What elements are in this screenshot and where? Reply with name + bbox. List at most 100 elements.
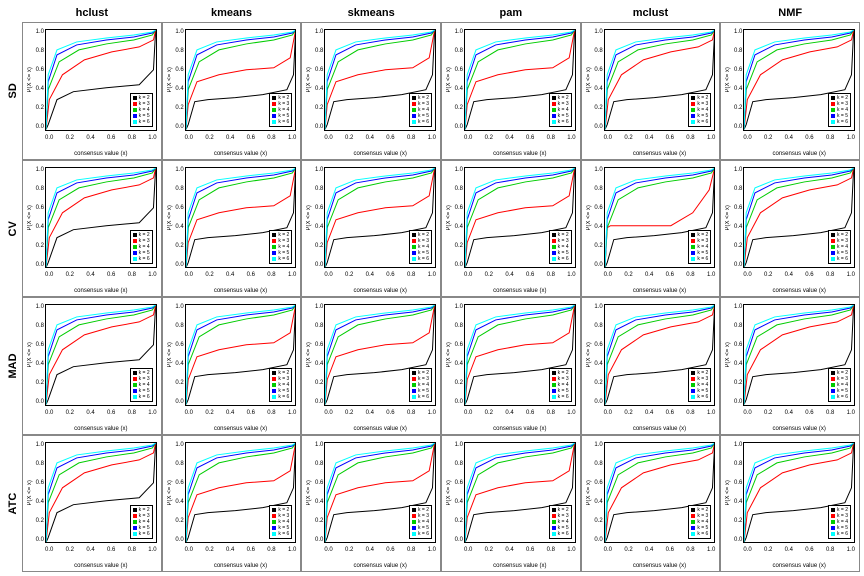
- legend-label: k = 6: [139, 256, 150, 262]
- legend-item: k = 6: [412, 531, 429, 537]
- legend-swatch: [133, 251, 137, 255]
- legend-swatch: [552, 383, 556, 387]
- legend-swatch: [831, 102, 835, 106]
- legend-item: k = 6: [691, 119, 708, 125]
- x-ticks: 0.00.20.40.60.81.0: [743, 135, 855, 145]
- legend-swatch: [691, 120, 695, 124]
- legend-swatch: [272, 251, 276, 255]
- legend-label: k = 6: [697, 256, 708, 262]
- legend: k = 2k = 3k = 4k = 5k = 6: [409, 93, 432, 127]
- legend-label: k = 6: [278, 256, 289, 262]
- legend-swatch: [552, 395, 556, 399]
- legend-swatch: [552, 102, 556, 106]
- legend-item: k = 6: [412, 119, 429, 125]
- x-axis-label: consensus value (x): [743, 426, 855, 432]
- facet-cell: P(X <= x)0.00.20.40.60.81.0k = 2k = 3k =…: [581, 22, 721, 160]
- legend-swatch: [831, 251, 835, 255]
- legend-swatch: [691, 102, 695, 106]
- legend-swatch: [691, 239, 695, 243]
- legend-swatch: [272, 114, 276, 118]
- plot-area: k = 2k = 3k = 4k = 5k = 6: [604, 167, 716, 269]
- plot-area: k = 2k = 3k = 4k = 5k = 6: [464, 442, 576, 544]
- y-ticks: 0.00.20.40.60.81.0: [732, 29, 742, 131]
- x-ticks: 0.00.20.40.60.81.0: [324, 135, 436, 145]
- legend-swatch: [133, 233, 137, 237]
- legend-swatch: [272, 389, 276, 393]
- facet-cell: P(X <= x)0.00.20.40.60.81.0k = 2k = 3k =…: [301, 160, 441, 298]
- legend-swatch: [272, 520, 276, 524]
- x-axis-label: consensus value (x): [743, 151, 855, 157]
- y-ticks: 0.00.20.40.60.81.0: [732, 442, 742, 544]
- x-axis-label: consensus value (x): [604, 426, 716, 432]
- legend-item: k = 6: [133, 119, 150, 125]
- legend-swatch: [831, 389, 835, 393]
- x-axis-label: consensus value (x): [464, 563, 576, 569]
- legend: k = 2k = 3k = 4k = 5k = 6: [130, 93, 153, 127]
- legend-swatch: [133, 245, 137, 249]
- legend: k = 2k = 3k = 4k = 5k = 6: [549, 368, 572, 402]
- x-ticks: 0.00.20.40.60.81.0: [185, 135, 297, 145]
- legend-swatch: [831, 257, 835, 261]
- plot-area: k = 2k = 3k = 4k = 5k = 6: [324, 29, 436, 131]
- legend-item: k = 6: [412, 394, 429, 400]
- legend-item: k = 6: [691, 256, 708, 262]
- legend-swatch: [691, 96, 695, 100]
- legend-item: k = 6: [552, 394, 569, 400]
- legend-label: k = 6: [697, 394, 708, 400]
- legend-swatch: [133, 389, 137, 393]
- legend-swatch: [412, 389, 416, 393]
- legend-label: k = 6: [139, 119, 150, 125]
- legend-item: k = 6: [691, 394, 708, 400]
- plot-area: k = 2k = 3k = 4k = 5k = 6: [604, 442, 716, 544]
- legend-item: k = 6: [272, 256, 289, 262]
- legend-swatch: [133, 108, 137, 112]
- y-ticks: 0.00.20.40.60.81.0: [732, 304, 742, 406]
- legend-swatch: [412, 508, 416, 512]
- facet-cell: P(X <= x)0.00.20.40.60.81.0k = 2k = 3k =…: [581, 435, 721, 573]
- facet-grid: hclustkmeansskmeanspammclustNMFSDP(X <= …: [4, 4, 860, 572]
- legend-swatch: [412, 96, 416, 100]
- legend-swatch: [412, 383, 416, 387]
- legend-swatch: [831, 233, 835, 237]
- x-axis-label: consensus value (x): [45, 563, 157, 569]
- y-ticks: 0.00.20.40.60.81.0: [313, 167, 323, 269]
- legend-swatch: [272, 239, 276, 243]
- x-axis-label: consensus value (x): [324, 426, 436, 432]
- legend-swatch: [831, 114, 835, 118]
- legend: k = 2k = 3k = 4k = 5k = 6: [688, 93, 711, 127]
- legend-swatch: [552, 108, 556, 112]
- legend-swatch: [552, 377, 556, 381]
- x-ticks: 0.00.20.40.60.81.0: [45, 135, 157, 145]
- legend-swatch: [552, 532, 556, 536]
- x-ticks: 0.00.20.40.60.81.0: [185, 410, 297, 420]
- x-axis-label: consensus value (x): [45, 426, 157, 432]
- legend-swatch: [412, 514, 416, 518]
- x-ticks: 0.00.20.40.60.81.0: [464, 272, 576, 282]
- x-ticks: 0.00.20.40.60.81.0: [743, 410, 855, 420]
- legend-swatch: [552, 514, 556, 518]
- legend-swatch: [552, 520, 556, 524]
- legend-item: k = 6: [691, 531, 708, 537]
- legend-swatch: [412, 377, 416, 381]
- x-ticks: 0.00.20.40.60.81.0: [324, 547, 436, 557]
- facet-cell: P(X <= x)0.00.20.40.60.81.0k = 2k = 3k =…: [720, 160, 860, 298]
- y-ticks: 0.00.20.40.60.81.0: [174, 167, 184, 269]
- x-ticks: 0.00.20.40.60.81.0: [45, 410, 157, 420]
- legend-swatch: [831, 96, 835, 100]
- x-ticks: 0.00.20.40.60.81.0: [464, 547, 576, 557]
- legend-label: k = 6: [697, 531, 708, 537]
- legend-swatch: [412, 108, 416, 112]
- legend-swatch: [552, 526, 556, 530]
- y-ticks: 0.00.20.40.60.81.0: [34, 442, 44, 544]
- row-header: SD: [4, 22, 22, 160]
- facet-cell: P(X <= x)0.00.20.40.60.81.0k = 2k = 3k =…: [441, 22, 581, 160]
- facet-cell: P(X <= x)0.00.20.40.60.81.0k = 2k = 3k =…: [720, 22, 860, 160]
- legend-label: k = 6: [837, 531, 848, 537]
- y-ticks: 0.00.20.40.60.81.0: [732, 167, 742, 269]
- legend-swatch: [831, 395, 835, 399]
- legend-label: k = 6: [418, 531, 429, 537]
- legend-item: k = 6: [552, 256, 569, 262]
- facet-cell: P(X <= x)0.00.20.40.60.81.0k = 2k = 3k =…: [162, 22, 302, 160]
- legend-swatch: [831, 383, 835, 387]
- legend-swatch: [831, 377, 835, 381]
